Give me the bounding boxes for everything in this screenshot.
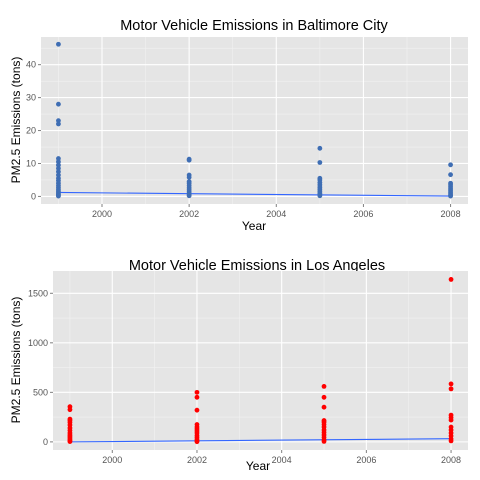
data-point [56, 166, 61, 171]
data-point [56, 41, 61, 47]
x-axis-title: Year [242, 219, 266, 233]
y-tick-label: 1000 [28, 338, 48, 348]
y-axis: 0 10 20 30 40 [26, 60, 41, 201]
x-axis-title: Year [246, 459, 270, 473]
x-tick-label: 2002 [187, 455, 207, 465]
data-point [321, 404, 327, 410]
data-point [448, 193, 453, 199]
x-tick-label: 2000 [102, 455, 122, 465]
data-point [448, 172, 453, 178]
grid-lines [41, 37, 468, 204]
trend-line [69, 438, 452, 443]
data-point [194, 407, 200, 413]
data-point [56, 162, 61, 168]
x-tick-label: 2006 [353, 209, 373, 219]
x-axis: 2000 2002 2004 2006 2008 [92, 204, 461, 219]
data-point [56, 121, 61, 127]
data-point [317, 145, 323, 151]
data-point [321, 394, 327, 400]
y-tick-label: 40 [26, 60, 36, 70]
data-point [186, 157, 192, 163]
data-point [186, 193, 192, 199]
x-tick-label: 2008 [441, 209, 461, 219]
data-point [448, 162, 453, 168]
data-point [56, 159, 61, 165]
data-point [448, 277, 454, 282]
data-point [448, 417, 454, 423]
trend-line [58, 191, 451, 197]
y-axis: 0 500 1000 1500 [28, 288, 53, 447]
data-point [321, 384, 327, 389]
data-point [56, 193, 61, 199]
y-axis-title: PM2.5 Emissions (tons) [9, 297, 23, 424]
y-tick-label: 0 [43, 437, 48, 447]
data-point [67, 439, 73, 444]
data-points [67, 277, 454, 445]
y-axis-title: PM2.5 Emissions (tons) [9, 57, 23, 184]
data-point [194, 394, 200, 400]
data-point [67, 407, 73, 413]
x-tick-label: 2008 [441, 455, 461, 465]
y-tick-label: 0 [31, 191, 36, 201]
y-tick-label: 30 [26, 93, 36, 103]
x-tick-label: 2000 [92, 209, 112, 219]
data-point [56, 169, 61, 175]
chart-baltimore: Motor Vehicle Emissions in Baltimore Cit… [9, 18, 468, 233]
chart-los-angeles: Motor Vehicle Emissions in Los Angeles 2… [9, 258, 468, 473]
data-point [56, 101, 61, 107]
trend-line-layer [58, 191, 451, 197]
data-point [448, 386, 454, 392]
y-tick-label: 1500 [28, 288, 48, 298]
x-tick-label: 2006 [356, 455, 376, 465]
chart-title: Motor Vehicle Emissions in Los Angeles [129, 258, 385, 274]
chart-title: Motor Vehicle Emissions in Baltimore Cit… [120, 18, 388, 34]
x-tick-label: 2004 [272, 455, 292, 465]
data-point [194, 439, 200, 445]
data-point [317, 160, 323, 165]
plot-panel [41, 37, 468, 204]
data-point [194, 389, 200, 395]
y-tick-label: 10 [26, 158, 36, 168]
data-point [56, 172, 61, 178]
data-point [56, 156, 61, 161]
trend-line-layer [69, 438, 452, 443]
data-point [448, 438, 454, 444]
y-tick-label: 500 [33, 387, 48, 397]
x-axis: 2000 2002 2004 2006 2008 [102, 450, 461, 465]
data-point [317, 193, 323, 199]
x-tick-label: 2002 [179, 209, 199, 219]
data-points [56, 41, 453, 199]
data-point [321, 438, 327, 444]
data-point [56, 118, 61, 124]
data-point [448, 381, 454, 387]
data-point [186, 174, 192, 180]
x-tick-label: 2004 [266, 209, 286, 219]
plot-panel [53, 271, 468, 450]
y-tick-label: 20 [26, 126, 36, 136]
